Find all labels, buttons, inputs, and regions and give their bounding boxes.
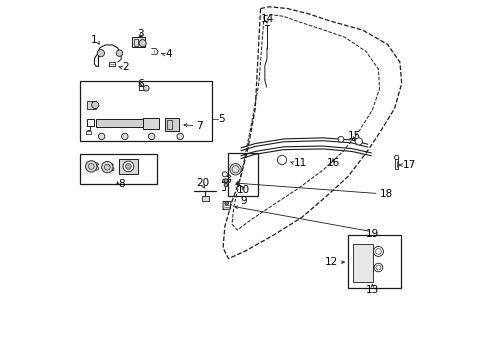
Text: 13: 13 <box>365 285 378 295</box>
Bar <box>80 81 211 141</box>
Text: 19: 19 <box>365 229 378 239</box>
Circle shape <box>123 161 134 172</box>
Bar <box>201 197 208 201</box>
Bar <box>96 119 142 127</box>
Circle shape <box>98 133 104 140</box>
Bar <box>142 118 159 129</box>
Circle shape <box>91 102 99 109</box>
Circle shape <box>85 161 97 172</box>
Text: 4: 4 <box>165 49 171 59</box>
Text: 10: 10 <box>236 185 249 195</box>
Circle shape <box>143 85 149 91</box>
Bar <box>80 154 157 184</box>
Text: 9: 9 <box>240 197 246 206</box>
Circle shape <box>354 138 362 145</box>
Text: 3: 3 <box>137 29 143 39</box>
Circle shape <box>125 163 131 169</box>
Circle shape <box>177 133 183 140</box>
Circle shape <box>222 172 227 177</box>
Text: 2: 2 <box>122 63 129 72</box>
Text: 11: 11 <box>293 158 306 168</box>
Bar <box>347 235 400 288</box>
Circle shape <box>394 156 398 159</box>
Circle shape <box>102 161 113 173</box>
Circle shape <box>229 163 241 175</box>
Circle shape <box>277 156 286 165</box>
Bar <box>165 118 179 131</box>
Text: 8: 8 <box>118 179 124 189</box>
Circle shape <box>122 133 128 140</box>
Bar <box>132 37 144 47</box>
Bar <box>228 153 257 196</box>
Circle shape <box>373 263 382 272</box>
Circle shape <box>337 136 343 142</box>
Text: 5: 5 <box>217 114 224 124</box>
Bar <box>87 102 96 109</box>
Bar <box>119 159 138 174</box>
Circle shape <box>139 40 146 47</box>
Text: 12: 12 <box>324 257 337 267</box>
Text: 6: 6 <box>137 78 143 89</box>
Text: 20: 20 <box>195 178 208 188</box>
Text: 1: 1 <box>91 35 98 45</box>
Circle shape <box>148 133 155 140</box>
Circle shape <box>224 179 227 183</box>
Text: 17: 17 <box>402 160 415 170</box>
Text: 7: 7 <box>196 121 203 131</box>
Text: 14: 14 <box>260 14 273 24</box>
Circle shape <box>97 50 104 57</box>
Bar <box>134 39 138 46</box>
Bar <box>166 120 172 129</box>
Text: 18: 18 <box>379 189 392 199</box>
Circle shape <box>224 202 228 205</box>
Circle shape <box>373 247 383 256</box>
Circle shape <box>116 50 122 57</box>
Text: 16: 16 <box>326 158 339 168</box>
Bar <box>353 244 372 282</box>
Text: 15: 15 <box>347 131 361 141</box>
Circle shape <box>224 183 227 187</box>
